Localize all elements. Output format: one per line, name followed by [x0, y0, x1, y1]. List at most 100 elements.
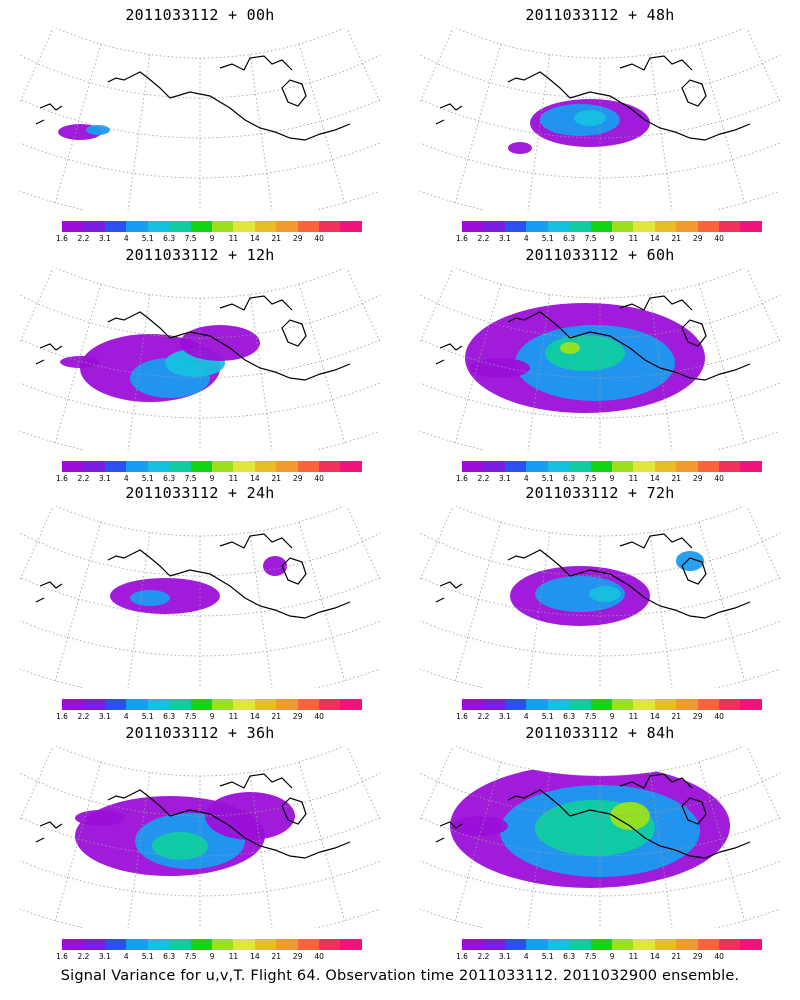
meridian-line: [454, 521, 502, 681]
colorbar-label: 7.5: [584, 474, 597, 483]
colorbar-label: 14: [650, 712, 660, 721]
colorbar-label: 1.6: [456, 952, 468, 961]
colorbar-label: 29: [292, 474, 303, 483]
colorbar-swatch: [590, 699, 612, 710]
colorbar-swatch: [483, 221, 505, 232]
colorbar-label: 1.6: [56, 712, 68, 721]
colorbar-swatch: [719, 699, 741, 710]
colorbar-swatch: [62, 699, 84, 710]
colorbar-label: 7.5: [184, 234, 197, 243]
colorbar-swatch: [654, 939, 677, 950]
colorbar-label: 7.5: [184, 712, 197, 721]
colorbar-label: 6.3: [163, 952, 176, 961]
colorbar-label: 3.1: [498, 234, 511, 243]
colorbar-label: 1.6: [56, 952, 68, 961]
colorbar-swatch: [740, 939, 762, 950]
panel-title: 2011033112 + 24h: [125, 484, 275, 502]
map-panel: 2011033112 + 48h 1.6 2.2 3.1 4 5.1 6.3 7.5 9 11 14…: [400, 0, 800, 245]
colorbar-label: 7.5: [184, 952, 197, 961]
colorbar-swatch: [569, 221, 591, 232]
latitude-circle: [420, 772, 780, 817]
colorbar-swatch: [104, 939, 127, 950]
colorbar-swatch: [462, 461, 484, 472]
colorbar-label: 21: [671, 712, 682, 721]
colorbar-swatch: [504, 221, 527, 232]
colorbar-swatch: [254, 221, 277, 232]
colorbar-label: 3.1: [98, 952, 111, 961]
latitude-circle: [455, 268, 745, 299]
meridian-line: [54, 43, 102, 203]
colorbar-swatch: [126, 939, 148, 950]
colorbar-label: 29: [292, 234, 303, 243]
colorbar-swatch: [526, 939, 548, 950]
colorbar-label: 9: [209, 952, 215, 961]
colorbar-swatch: [276, 221, 298, 232]
colorbar-label: 5.1: [541, 474, 554, 483]
colorbar-label: 21: [671, 952, 682, 961]
latitude-circle: [420, 190, 780, 210]
colorbar-swatch: [254, 461, 277, 472]
colorbar-swatch: [611, 461, 634, 472]
colorbar-swatch: [633, 939, 655, 950]
colorbar-swatch: [190, 221, 212, 232]
colorbar-swatch: [504, 699, 527, 710]
meridian-line: [454, 43, 502, 203]
colorbar-label: 11: [228, 712, 239, 721]
latitude-circle: [455, 506, 745, 537]
latitude-circle: [20, 668, 380, 688]
colorbar-label: 14: [250, 952, 260, 961]
colorbar-label: 5.1: [541, 712, 554, 721]
colorbar-swatch: [633, 461, 655, 472]
meridian-line: [249, 294, 273, 450]
colorbar-swatch: [104, 221, 127, 232]
colorbar-swatch: [83, 461, 105, 472]
colorbar-label: 29: [692, 952, 703, 961]
colorbar-swatch: [654, 461, 677, 472]
variance-region: [574, 110, 606, 126]
colorbar-swatch: [319, 221, 341, 232]
meridian-line: [298, 521, 346, 681]
colorbar-label: 29: [692, 474, 703, 483]
variance-region: [205, 792, 295, 840]
colorbar-swatch: [169, 939, 191, 950]
panel-title: 2011033112 + 60h: [525, 246, 675, 264]
colorbar-swatch: [697, 699, 720, 710]
colorbar-swatch: [254, 699, 277, 710]
map-plot: [420, 506, 780, 688]
variance-region: [676, 551, 704, 571]
colorbar-label: 2.2: [77, 712, 90, 721]
colorbar-labels: 1.6 2.2 3.1 4 5.1 6.3 7.5 9 11 14 21 29 40: [56, 952, 362, 962]
coastline: [435, 55, 751, 141]
colorbar-swatch: [719, 221, 741, 232]
colorbar-label: 21: [671, 234, 682, 243]
colorbar: [62, 939, 362, 950]
colorbar-label: 5.1: [141, 474, 154, 483]
colorbar-label: 4: [523, 712, 529, 721]
colorbar-swatch: [483, 939, 505, 950]
coastline: [435, 773, 751, 859]
variance-region: [452, 816, 508, 836]
colorbar-label: 2.2: [77, 234, 90, 243]
colorbar-swatch: [233, 461, 255, 472]
colorbar-label: 29: [692, 234, 703, 243]
meridian-line: [346, 268, 380, 344]
colorbar-label: 5.1: [541, 952, 554, 961]
colorbar-label: 3.1: [98, 234, 111, 243]
colorbar-label: 2.2: [77, 474, 90, 483]
colorbar-swatch: [526, 221, 548, 232]
variance-region: [152, 832, 208, 860]
colorbar-label: 9: [609, 952, 615, 961]
colorbar-label: 1.6: [56, 474, 68, 483]
colorbar-label: 4: [123, 952, 129, 961]
panel-title: 2011033112 + 84h: [525, 724, 675, 742]
colorbar-label: 1.6: [456, 474, 468, 483]
figure-caption: Signal Variance for u,v,T. Flight 64. Ob…: [60, 968, 740, 984]
colorbar-label: 29: [292, 952, 303, 961]
colorbar-label: 21: [271, 952, 282, 961]
map-plot: [20, 28, 380, 210]
colorbar-label: 14: [650, 952, 660, 961]
variance-region: [589, 586, 621, 602]
colorbar-swatch: [169, 221, 191, 232]
colorbar-swatch: [147, 461, 170, 472]
coastline: [35, 55, 351, 141]
